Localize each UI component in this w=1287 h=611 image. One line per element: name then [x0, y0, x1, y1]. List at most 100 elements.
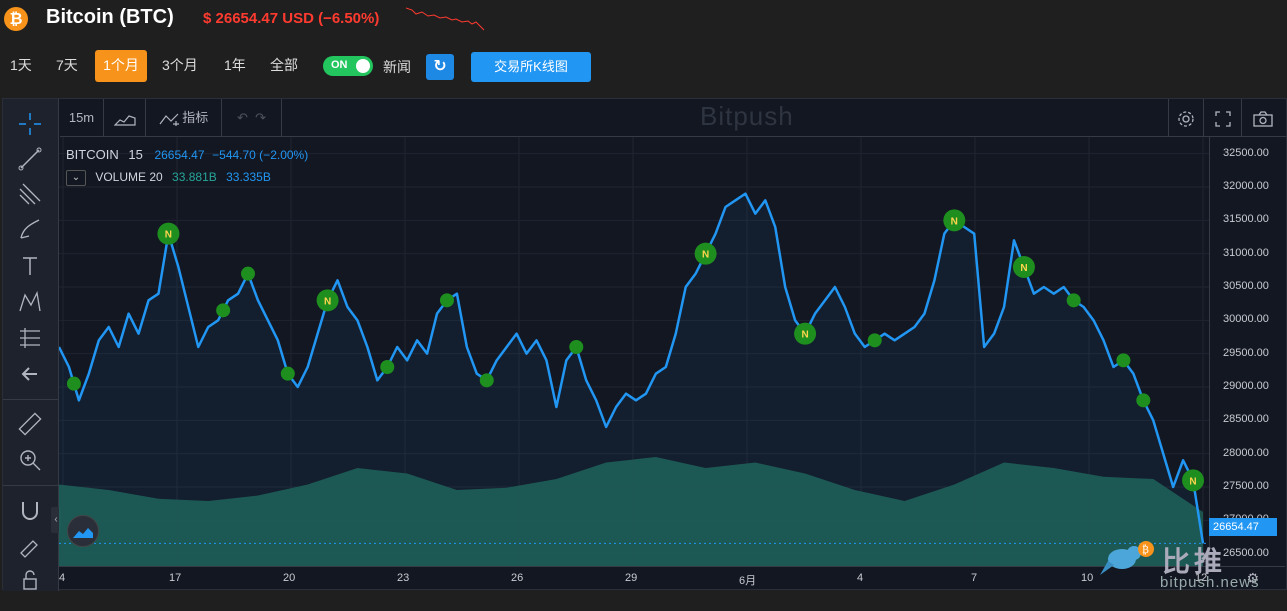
interval-button[interactable]: 15m [60, 99, 104, 137]
price-tick-label: 31500.00 [1223, 213, 1269, 226]
price-tick-label: 30000.00 [1223, 313, 1269, 326]
back-arrow-icon[interactable] [15, 359, 45, 389]
toggle-knob [356, 59, 370, 73]
bitcoin-logo-icon: ₿ [4, 7, 28, 31]
news-marker: N [943, 209, 966, 232]
range-3m-button[interactable]: 3个月 [162, 57, 198, 73]
legend-symbol: BITCOIN [66, 147, 119, 162]
price-tick-label: 26500.00 [1223, 546, 1269, 559]
toggle-state-label: ON [331, 59, 348, 71]
news-marker: N [794, 322, 817, 345]
chevron-down-icon[interactable]: ⌄ [66, 170, 86, 186]
price-tick-label: 28500.00 [1223, 413, 1269, 426]
coin-header: ₿ Bitcoin (BTC) $ 26654.47 USD (−6.50%) [0, 0, 1287, 40]
time-tick-label: 6月 [739, 575, 757, 587]
time-tick-label: 10 [1081, 572, 1094, 584]
news-marker-letter: N [951, 216, 958, 227]
drawing-toolbar [3, 99, 59, 591]
news-marker: N [1182, 469, 1205, 492]
chart-type-icon[interactable] [104, 99, 146, 137]
text-tool-icon[interactable] [15, 251, 45, 281]
news-marker: N [316, 289, 339, 312]
news-marker-letter: N [1020, 263, 1027, 274]
ruler-icon[interactable] [15, 409, 45, 439]
news-marker-dot [794, 322, 817, 345]
news-marker [1116, 353, 1131, 368]
news-label: 新闻 [383, 59, 411, 75]
zoom-in-icon[interactable] [15, 445, 45, 475]
news-marker [66, 376, 81, 391]
trend-line-icon[interactable] [15, 144, 45, 174]
camera-icon[interactable] [1242, 99, 1284, 137]
fib-tool-icon[interactable] [15, 179, 45, 209]
range-1d-button[interactable]: 1天 [10, 57, 32, 73]
news-marker-dot [479, 373, 494, 388]
news-marker-letter: N [702, 250, 709, 261]
range-1y-button[interactable]: 1年 [224, 57, 246, 73]
tradingview-logo-icon[interactable] [67, 515, 99, 547]
time-tick-label: 7 [971, 572, 978, 584]
chart-legend-volume: ⌄ VOLUME 20 33.881B 33.335B [66, 170, 271, 186]
volume-area [59, 457, 1203, 567]
legend-interval: 15 [128, 147, 143, 162]
news-marker-dot [1116, 353, 1131, 368]
news-toggle[interactable]: ON [323, 56, 373, 76]
range-all-button[interactable]: 全部 [270, 57, 298, 73]
coin-price: $ 26654.47 USD (−6.50%) [203, 10, 380, 27]
price-tick-label: 32000.00 [1223, 180, 1269, 192]
bitpush-bird-logo-icon: ₿ [1100, 541, 1154, 575]
price-chart[interactable]: N N N N N N N [59, 137, 1209, 567]
news-marker [1066, 293, 1081, 308]
news-marker [1136, 393, 1151, 408]
time-axis[interactable]: ⚙ 4 17 20 23 26 29 6月 4 7 10 12 [59, 566, 1285, 590]
legend-last: 26654.47 [154, 148, 205, 162]
price-tick-label: 28000.00 [1223, 446, 1269, 459]
indicator-icon [159, 113, 179, 127]
pattern-tool-icon[interactable] [15, 287, 45, 317]
time-tick-label: 23 [397, 572, 410, 584]
crosshair-icon[interactable] [15, 109, 45, 139]
time-tick-label: 12 [1195, 572, 1208, 584]
news-marker [479, 373, 494, 388]
news-marker-dot [157, 222, 180, 245]
undo-icon[interactable]: ↶ [236, 110, 248, 125]
news-marker: N [694, 242, 717, 265]
brush-icon[interactable] [15, 214, 45, 244]
fullscreen-icon[interactable] [1204, 99, 1242, 137]
settings-gear-icon[interactable] [1168, 99, 1204, 137]
brand-cn-name: 比推 [1162, 546, 1227, 577]
redo-icon[interactable]: ↷ [255, 110, 267, 125]
lock-icon[interactable] [15, 565, 45, 595]
chart-legend-main: BITCOIN 15 26654.47 −544.70 (−2.00%) [66, 147, 308, 162]
svg-text:₿: ₿ [1142, 544, 1149, 556]
news-marker-dot [867, 333, 882, 348]
exchange-kline-button[interactable]: 交易所K线图 [471, 52, 591, 82]
legend-change: −544.70 (−2.00%) [212, 148, 309, 162]
refresh-button[interactable]: ↻ [426, 54, 454, 80]
lock-drawing-icon[interactable] [15, 531, 45, 561]
time-tick-label: 4 [857, 572, 864, 584]
brand-url: bitpush.news [1160, 574, 1260, 591]
news-marker-dot [1182, 469, 1205, 492]
volume-label: VOLUME 20 [95, 170, 163, 185]
prediction-tool-icon[interactable] [15, 323, 45, 353]
range-7d-button[interactable]: 7天 [56, 57, 78, 73]
time-tick-label: 20 [283, 572, 296, 584]
magnet-icon[interactable] [15, 495, 45, 525]
range-1m-button[interactable]: 1个月 [95, 50, 147, 82]
volume-value-b: 33.335B [226, 170, 271, 185]
news-marker: N [157, 222, 180, 245]
news-marker-dot [439, 293, 454, 308]
price-axis[interactable]: 32500.00 32000.00 31500.00 31000.00 30500.00… [1209, 137, 1285, 567]
news-marker-dot [1012, 256, 1035, 278]
time-tick-label: 17 [169, 572, 182, 584]
bitpush-watermark: Bitpush [700, 101, 794, 131]
indicators-button[interactable]: 指标 [146, 99, 222, 137]
collapse-toolbar-button[interactable]: ‹ [51, 507, 61, 533]
price-tick-label: 30500.00 [1223, 280, 1269, 292]
news-marker [380, 360, 395, 374]
news-marker-letter: N [324, 296, 331, 307]
axis-settings-icon[interactable]: ⚙ [1246, 570, 1259, 586]
news-marker-dot [66, 376, 81, 391]
price-tick-label: 32500.00 [1223, 146, 1269, 159]
